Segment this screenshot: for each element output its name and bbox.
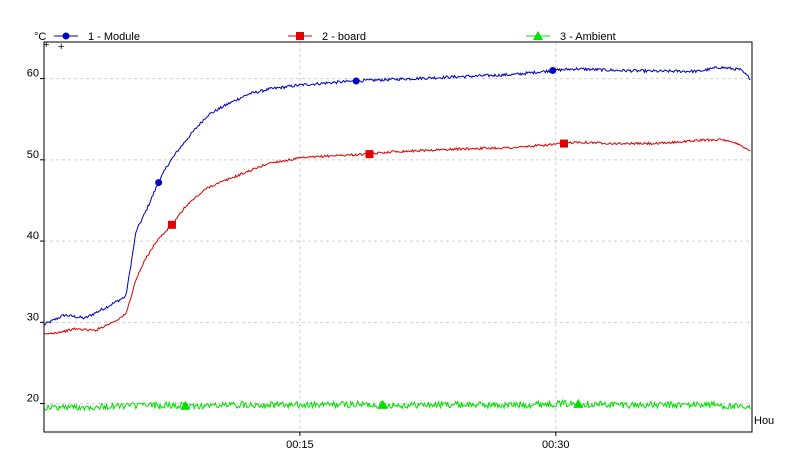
y-tick-label: 40 xyxy=(27,230,39,242)
series-marker xyxy=(352,77,360,85)
y-unit-label: °C xyxy=(34,31,46,43)
legend-marker xyxy=(62,32,70,40)
legend-label: 1 - Module xyxy=(88,31,140,43)
series-marker xyxy=(180,400,191,410)
legend: 1 - Module 2 - board 3 - Ambient xyxy=(54,31,616,43)
legend-label: 3 - Ambient xyxy=(560,31,616,43)
series-marker xyxy=(377,399,388,409)
series-line xyxy=(43,138,751,335)
series-2 xyxy=(43,138,751,335)
x-tick-label: 00:30 xyxy=(542,439,570,451)
legend-entry-2: 2 - board xyxy=(288,31,366,43)
series-marker xyxy=(549,66,557,74)
legend-label: 2 - board xyxy=(322,31,366,43)
y-tick-label: 30 xyxy=(27,311,39,323)
series-marker xyxy=(155,179,163,187)
series-line xyxy=(43,398,751,412)
series-3 xyxy=(43,398,751,412)
legend-marker xyxy=(533,31,543,40)
series-layer xyxy=(43,65,751,412)
y-tick-label: 60 xyxy=(27,68,39,80)
series-marker xyxy=(167,220,176,229)
series-line xyxy=(43,65,751,326)
series-marker xyxy=(365,150,374,159)
series-marker xyxy=(559,139,568,148)
x-unit-label: Hou xyxy=(754,415,774,427)
svg-text:+: + xyxy=(58,41,64,53)
svg-text:+: + xyxy=(43,39,49,51)
grid-lines xyxy=(44,42,752,432)
y-tick-label: 50 xyxy=(27,149,39,161)
x-tick-label: 00:15 xyxy=(286,439,314,451)
legend-marker xyxy=(296,32,304,40)
axes: 20 30 40 50 60 00:15 00:30 xyxy=(27,68,570,451)
legend-entry-1: 1 - Module xyxy=(54,31,140,43)
legend-entry-3: 3 - Ambient xyxy=(526,31,616,43)
series-marker xyxy=(573,398,584,408)
corner-cursor-marks: + + xyxy=(43,39,64,53)
plot-frame xyxy=(43,41,753,433)
series-1 xyxy=(43,65,751,326)
y-tick-label: 20 xyxy=(27,393,39,405)
